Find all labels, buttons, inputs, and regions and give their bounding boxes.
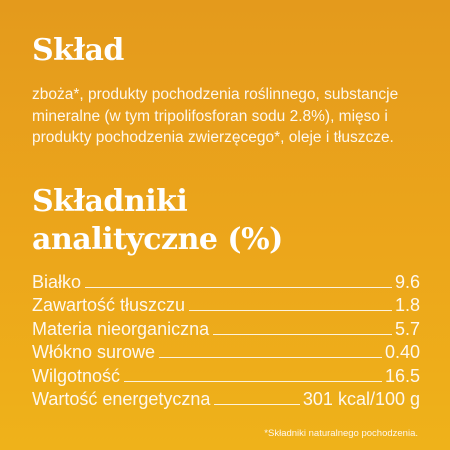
- row-label: Materia nieorganiczna: [32, 318, 210, 339]
- analytical-title-line2: analityczne (%): [32, 222, 283, 257]
- row-value: 5.7: [394, 318, 420, 339]
- composition-text: zboża*, produkty pochodzenia roślinnego,…: [32, 86, 399, 146]
- row-value: 16.5: [384, 365, 420, 386]
- analytical-title-line1: Składniki: [32, 184, 188, 219]
- composition-title: Skład: [32, 33, 124, 68]
- row-leader-line: [85, 286, 392, 288]
- analytical-title: Składniki analityczne (%): [32, 183, 283, 259]
- table-row: Wilgotność 16.5: [32, 362, 420, 386]
- row-value: 9.6: [394, 271, 420, 292]
- row-label: Białko: [32, 271, 82, 292]
- row-leader-line: [159, 357, 382, 358]
- row-label: Włókno surowe: [32, 342, 156, 362]
- row-label: Zawartość tłuszczu: [32, 295, 186, 315]
- row-value: 1.8: [394, 295, 420, 315]
- table-row: Materia nieorganiczna 5.7: [32, 315, 420, 339]
- row-leader-line: [189, 310, 392, 311]
- table-row: Włókno surowe 0.40: [32, 339, 420, 362]
- row-label: Wilgotność: [32, 365, 121, 386]
- row-value: 301 kcal/100 g: [302, 389, 420, 409]
- row-label: Wartość energetyczna: [32, 389, 211, 409]
- row-leader-line: [213, 333, 392, 335]
- table-row: Wartość energetyczna 301 kcal/100 g: [32, 386, 420, 409]
- analytical-table: Białko 9.6 Zawartość tłuszczu 1.8 Materi…: [32, 268, 420, 410]
- row-value: 0.40: [384, 342, 420, 362]
- footnote: *Składniki naturalnego pochodzenia.: [264, 428, 418, 439]
- row-leader-line: [124, 380, 382, 382]
- table-row: Białko 9.6: [32, 268, 420, 292]
- row-leader-line: [214, 404, 300, 405]
- table-row: Zawartość tłuszczu 1.8: [32, 292, 420, 315]
